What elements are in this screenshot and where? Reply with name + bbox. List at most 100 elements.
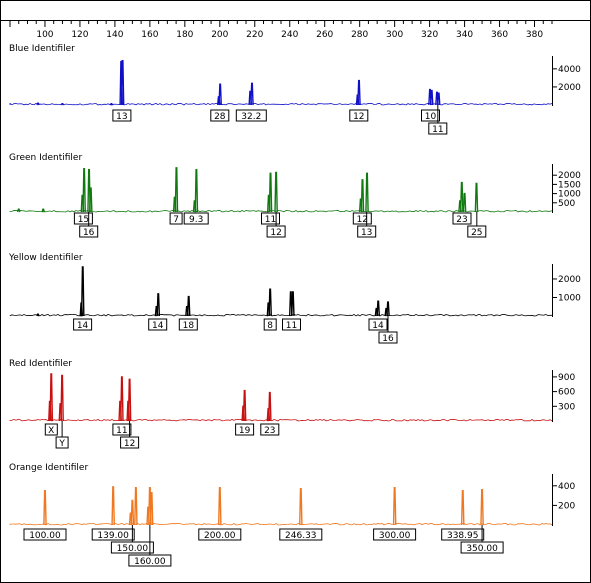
peak — [172, 196, 177, 213]
peak — [126, 400, 130, 422]
allele-label: 12 — [270, 228, 281, 238]
allele-box — [148, 318, 168, 331]
peak — [192, 200, 197, 213]
allele-box — [23, 528, 67, 541]
x-tick-label: 160 — [141, 30, 158, 40]
peak — [216, 96, 221, 106]
peak — [458, 200, 462, 213]
allele-box — [183, 212, 209, 225]
peak — [109, 102, 114, 106]
allele-label: 246.33 — [285, 531, 317, 541]
panel-title: Blue Identifiler — [9, 44, 75, 54]
allele-label: 8 — [267, 321, 273, 331]
peak — [79, 302, 84, 317]
x-tick-label: 280 — [351, 30, 368, 40]
baseline-trace — [9, 418, 553, 422]
allele-box — [210, 109, 230, 122]
x-tick-label: 220 — [246, 30, 263, 40]
peak — [128, 512, 133, 526]
panel-title: Orange Identifiler — [9, 463, 88, 473]
allele-box — [357, 225, 377, 238]
peak — [474, 182, 479, 213]
peak — [82, 168, 86, 213]
peak — [360, 179, 365, 213]
allele-box — [460, 541, 504, 554]
allele-label: 12 — [357, 215, 368, 225]
allele-label: 200.00 — [204, 531, 236, 541]
allele-box — [73, 318, 93, 331]
peak — [218, 487, 222, 526]
x-tick-label: 300 — [386, 30, 403, 40]
peak — [41, 208, 45, 213]
baseline-trace — [9, 102, 553, 106]
allele-label: 15 — [78, 215, 89, 225]
y-tick-label: 300 — [558, 402, 575, 412]
allele-label: 23 — [456, 215, 467, 225]
allele-label: 139.00 — [97, 531, 129, 541]
peak — [174, 167, 179, 213]
x-tick-label: 100 — [36, 30, 53, 40]
peak — [241, 405, 246, 422]
allele-label: 25 — [471, 228, 482, 238]
peak — [365, 172, 369, 213]
allele-label: 12 — [124, 439, 135, 449]
peak — [460, 490, 465, 526]
peak — [60, 102, 65, 106]
peak — [266, 302, 271, 317]
peak — [118, 400, 122, 422]
allele-label: 10 — [425, 112, 437, 122]
peak — [268, 288, 272, 317]
baseline-trace — [9, 522, 553, 526]
allele-label: 150.00 — [117, 544, 149, 554]
allele-box — [421, 109, 440, 122]
y-tick-label: 2000 — [558, 83, 581, 93]
peak — [268, 172, 273, 213]
allele-box — [44, 423, 58, 436]
allele-box — [263, 318, 277, 331]
allele-box — [373, 528, 417, 541]
peak — [127, 378, 132, 422]
allele-box — [79, 225, 99, 238]
peak — [49, 373, 54, 422]
allele-box — [110, 541, 154, 554]
allele-box — [169, 212, 183, 225]
peak — [459, 181, 464, 213]
allele-label: 23 — [264, 426, 275, 436]
allele-label: Y — [58, 439, 65, 449]
peak — [429, 89, 434, 106]
allele-box — [91, 528, 135, 541]
allele-label: 12 — [353, 112, 364, 122]
x-tick-label: 320 — [421, 30, 438, 40]
allele-label: 14 — [77, 321, 89, 331]
peak — [154, 306, 159, 317]
y-tick-label: 2000 — [558, 275, 581, 285]
y-tick-label: 1000 — [558, 293, 581, 303]
peak — [36, 102, 40, 106]
peak — [60, 374, 64, 422]
x-tick-label: 200 — [211, 30, 228, 40]
allele-box — [120, 436, 140, 449]
peak — [80, 266, 85, 317]
x-tick-label: 240 — [281, 30, 298, 40]
allele-label: 16 — [83, 228, 95, 238]
y-tick-label: 4000 — [558, 65, 581, 75]
y-tick-label: 200 — [558, 501, 575, 511]
allele-box — [378, 331, 398, 344]
allele-box — [112, 109, 132, 122]
allele-box — [128, 554, 172, 567]
peak — [43, 490, 47, 526]
peak — [299, 488, 303, 526]
peak — [266, 408, 271, 422]
y-tick-label: 1000 — [558, 190, 581, 200]
allele-box — [282, 318, 301, 331]
allele-label: 11 — [286, 321, 297, 331]
allele-box — [235, 423, 255, 436]
allele-box — [452, 212, 472, 225]
allele-box — [352, 212, 372, 225]
allele-box — [178, 318, 198, 331]
x-tick-label: 140 — [106, 30, 123, 40]
peak — [111, 486, 115, 526]
y-tick-label: 1500 — [558, 180, 581, 190]
allele-label: 11 — [265, 215, 276, 225]
